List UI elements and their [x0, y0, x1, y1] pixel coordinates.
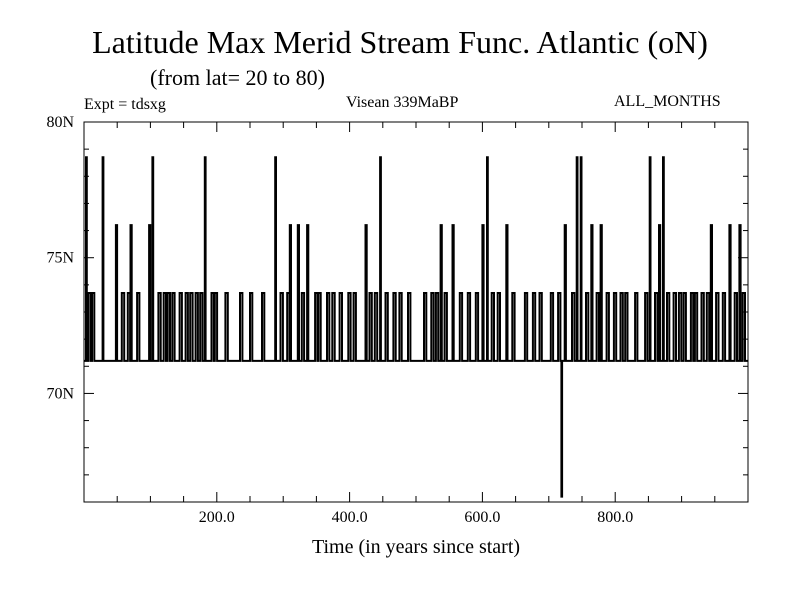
x-tick-label: 600.0: [464, 509, 500, 526]
x-tick-label: 200.0: [199, 509, 235, 526]
series-line: [84, 156, 748, 498]
y-tick-label: 75N: [46, 250, 74, 267]
y-tick-label: 80N: [46, 114, 74, 131]
chart-title: Latitude Max Merid Stream Func. Atlantic…: [92, 24, 708, 60]
x-tick-label: 800.0: [597, 509, 633, 526]
chart-subtitle: (from lat= 20 to 80): [150, 65, 325, 90]
months-label: ALL_MONTHS: [614, 93, 721, 110]
y-tick-label: 70N: [46, 385, 74, 402]
experiment-label: Expt = tdsxg: [84, 96, 166, 113]
x-axis-label: Time (in years since start): [312, 536, 520, 558]
model-label: Visean 339MaBP: [346, 94, 459, 111]
x-tick-label: 400.0: [332, 509, 368, 526]
